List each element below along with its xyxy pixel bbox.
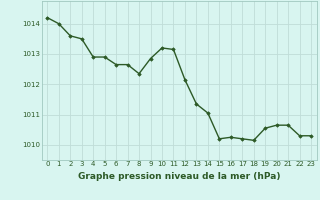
X-axis label: Graphe pression niveau de la mer (hPa): Graphe pression niveau de la mer (hPa) (78, 172, 280, 181)
